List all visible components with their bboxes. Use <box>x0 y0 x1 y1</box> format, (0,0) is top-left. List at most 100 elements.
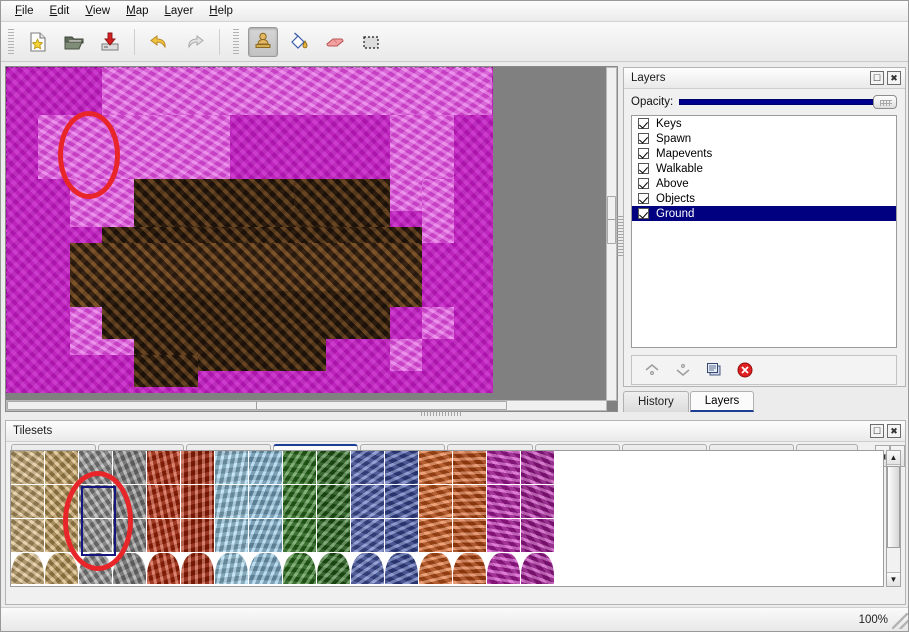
undo-icon[interactable] <box>144 27 174 57</box>
tileset-tile[interactable] <box>181 519 215 553</box>
toolbar-grip-2[interactable] <box>232 28 241 55</box>
tileset-tile[interactable] <box>487 451 521 485</box>
tileset-tile[interactable] <box>385 553 419 585</box>
layer-row-walkable[interactable]: Walkable <box>632 161 896 176</box>
tileset-tile[interactable] <box>351 553 385 585</box>
layer-row-mapevents[interactable]: Mapevents <box>632 146 896 161</box>
tab-history[interactable]: History <box>623 391 689 412</box>
close-icon[interactable]: ✖ <box>887 71 901 85</box>
tileset-grid[interactable] <box>11 451 883 585</box>
layer-visibility-checkbox[interactable] <box>638 208 649 219</box>
stamp-tool-icon[interactable] <box>248 26 278 57</box>
raise-layer-button[interactable] <box>640 359 664 381</box>
tileset-tile[interactable] <box>317 451 351 485</box>
tileset-tile[interactable] <box>385 485 419 519</box>
menu-map[interactable]: Map <box>126 5 149 17</box>
tileset-tile[interactable] <box>215 553 249 585</box>
tileset-tile[interactable] <box>487 553 521 585</box>
tileset-tile[interactable] <box>521 451 555 485</box>
layer-visibility-checkbox[interactable] <box>638 148 649 159</box>
tileset-tile[interactable] <box>283 451 317 485</box>
tileset-tile[interactable] <box>521 485 555 519</box>
toolbar-grip[interactable] <box>7 28 16 55</box>
layer-list[interactable]: Keys Spawn Mapevents Walkable Above Obje… <box>631 115 897 348</box>
tileset-tile[interactable] <box>45 451 79 485</box>
canvas-hscroll-thumb[interactable] <box>7 401 507 410</box>
layer-row-spawn[interactable]: Spawn <box>632 131 896 146</box>
window-resize-grip[interactable] <box>892 613 908 629</box>
tileset-tile[interactable] <box>385 451 419 485</box>
undock-icon[interactable]: ☐ <box>870 71 884 85</box>
tileset-tile[interactable] <box>283 519 317 553</box>
layer-row-above[interactable]: Above <box>632 176 896 191</box>
eraser-tool-icon[interactable] <box>320 27 350 57</box>
map-canvas[interactable] <box>6 67 493 393</box>
tileset-tile[interactable] <box>249 451 283 485</box>
tileset-tile[interactable] <box>45 519 79 553</box>
tileset-tile[interactable] <box>215 451 249 485</box>
layer-visibility-checkbox[interactable] <box>638 178 649 189</box>
tileset-tile[interactable] <box>453 519 487 553</box>
tileset-tile[interactable] <box>11 519 45 553</box>
tileset-tile[interactable] <box>249 485 283 519</box>
canvas-horizontal-scrollbar[interactable] <box>6 400 607 411</box>
tileset-tile[interactable] <box>79 451 113 485</box>
layer-row-keys[interactable]: Keys <box>632 116 896 131</box>
tileset-tile[interactable] <box>487 485 521 519</box>
tileset-tile[interactable] <box>317 553 351 585</box>
tileset-tile[interactable] <box>317 519 351 553</box>
tileset-tile[interactable] <box>283 553 317 585</box>
canvas-right-splitter[interactable] <box>617 216 623 256</box>
tileset-tile[interactable] <box>453 553 487 585</box>
tileset-tile[interactable] <box>385 519 419 553</box>
tileset-vertical-scrollbar[interactable]: ▲ ▼ <box>886 450 901 587</box>
tileset-tile[interactable] <box>215 485 249 519</box>
tileset-tile[interactable] <box>317 485 351 519</box>
tileset-tile[interactable] <box>181 485 215 519</box>
tileset-tile[interactable] <box>147 553 181 585</box>
tileset-tile[interactable] <box>147 485 181 519</box>
opacity-slider-handle[interactable] <box>873 95 897 109</box>
undock-icon[interactable]: ☐ <box>870 424 884 438</box>
layer-row-ground[interactable]: Ground <box>632 206 896 221</box>
scroll-up-icon[interactable]: ▲ <box>887 451 900 465</box>
menu-layer[interactable]: Layer <box>164 5 194 17</box>
tileset-tile[interactable] <box>351 451 385 485</box>
tileset-tile[interactable] <box>11 451 45 485</box>
layer-row-objects[interactable]: Objects <box>632 191 896 206</box>
layer-visibility-checkbox[interactable] <box>638 163 649 174</box>
select-tool-icon[interactable] <box>356 27 386 57</box>
layer-visibility-checkbox[interactable] <box>638 193 649 204</box>
tileset-tile[interactable] <box>11 485 45 519</box>
tileset-palette[interactable] <box>10 450 884 587</box>
layer-visibility-checkbox[interactable] <box>638 133 649 144</box>
close-icon[interactable]: ✖ <box>887 424 901 438</box>
layer-visibility-checkbox[interactable] <box>638 118 649 129</box>
tileset-tile[interactable] <box>11 553 45 585</box>
tileset-tile[interactable] <box>249 519 283 553</box>
scroll-down-icon[interactable]: ▼ <box>887 572 900 586</box>
tileset-tile[interactable] <box>249 553 283 585</box>
menu-help[interactable]: Help <box>209 5 233 17</box>
tileset-tile[interactable] <box>113 553 147 585</box>
tileset-tile[interactable] <box>453 451 487 485</box>
redo-icon[interactable] <box>180 27 210 57</box>
open-map-icon[interactable] <box>59 27 89 57</box>
tileset-tile[interactable] <box>79 485 113 519</box>
tileset-tile[interactable] <box>521 553 555 585</box>
canvas-vscroll-thumb[interactable] <box>607 196 616 244</box>
duplicate-layer-button[interactable] <box>702 359 726 381</box>
canvas-bottom-splitter[interactable] <box>421 410 461 416</box>
tab-layers[interactable]: Layers <box>689 391 755 412</box>
tileset-tile[interactable] <box>79 519 113 553</box>
tileset-tile[interactable] <box>419 451 453 485</box>
tileset-tile[interactable] <box>419 519 453 553</box>
tileset-tile[interactable] <box>419 485 453 519</box>
tileset-tile[interactable] <box>283 485 317 519</box>
tileset-tile[interactable] <box>181 553 215 585</box>
opacity-slider[interactable] <box>679 94 897 110</box>
tileset-tile[interactable] <box>113 485 147 519</box>
tileset-tile[interactable] <box>215 519 249 553</box>
tileset-tile[interactable] <box>45 553 79 585</box>
tileset-tile[interactable] <box>521 519 555 553</box>
